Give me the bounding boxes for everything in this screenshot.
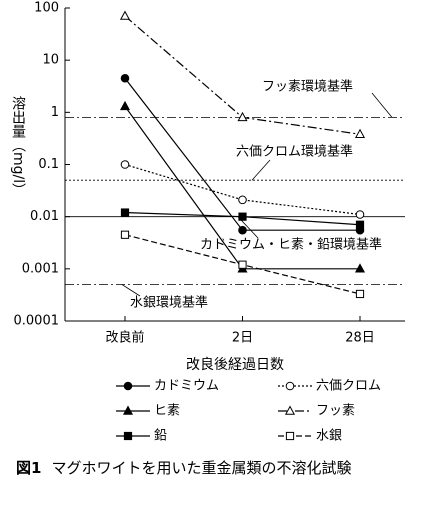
data-point <box>238 195 247 205</box>
data-point <box>355 220 365 229</box>
data-point <box>355 210 365 219</box>
y-tick-label: 100 <box>34 1 59 16</box>
caption: 図1 マグホワイトを用いた重金属類の不溶化試験 <box>16 455 424 482</box>
data-point <box>238 212 247 221</box>
y-tick-label: 0.01 <box>30 209 59 224</box>
legend-marker <box>284 405 296 415</box>
x-tick-label: 改良前 <box>105 330 144 346</box>
legend-label: ヒ素 <box>154 404 180 419</box>
caption-text: マグホワイトを用いた重金属類の不溶化試験 <box>51 459 352 477</box>
x-axis-title: 改良後経過日数 <box>186 357 284 373</box>
reference-label: フッ素環境基準 <box>262 79 353 95</box>
data-point <box>120 208 130 217</box>
legend-label: 水銀 <box>316 429 342 444</box>
legend-label: 六価クロム <box>316 379 381 394</box>
y-tick-label: 0.001 <box>22 261 59 276</box>
data-point <box>237 111 248 122</box>
reference-label: 水銀環境基準 <box>130 295 208 311</box>
caption-label: 図1 <box>16 459 42 477</box>
data-point <box>120 73 130 83</box>
legend-marker <box>285 381 295 391</box>
leader-line <box>121 284 141 297</box>
y-axis-title: 溶出量（mg/l） <box>10 96 26 197</box>
y-tick-label: 1 <box>51 105 59 120</box>
legend-marker <box>285 431 295 441</box>
legend-label: カドミウム <box>154 379 219 394</box>
data-point <box>119 10 131 20</box>
legend-marker <box>122 405 134 415</box>
data-point <box>238 260 247 269</box>
legend-marker <box>123 381 133 391</box>
series-line <box>124 163 361 216</box>
reference-label: 六価クロム環境基準 <box>236 144 353 160</box>
data-point <box>354 128 366 138</box>
data-point <box>119 100 131 111</box>
x-tick-label: 2日 <box>232 331 253 346</box>
x-tick-label: 28日 <box>345 331 375 346</box>
legend-marker <box>123 431 133 441</box>
legend-label: 鉛 <box>154 429 167 444</box>
y-tick-label: 10 <box>42 53 59 68</box>
leader-line <box>371 92 393 118</box>
y-tick-label: 0.1 <box>38 157 59 172</box>
data-point <box>120 160 130 169</box>
chart: 溶出量（mg/l） 改良後経過日数 0.0001 0.001 0.01 0.1 1 10 1… <box>10 1 405 444</box>
data-point <box>120 230 130 239</box>
leader-line <box>251 159 271 181</box>
reference-label: カドミウム・ヒ素・鉛環境基準 <box>200 237 382 253</box>
data-point <box>355 289 365 299</box>
data-point <box>238 225 247 235</box>
data-point <box>354 263 366 273</box>
y-tick-label: 0.0001 <box>14 314 60 329</box>
legend-label: フッ素 <box>316 404 355 419</box>
